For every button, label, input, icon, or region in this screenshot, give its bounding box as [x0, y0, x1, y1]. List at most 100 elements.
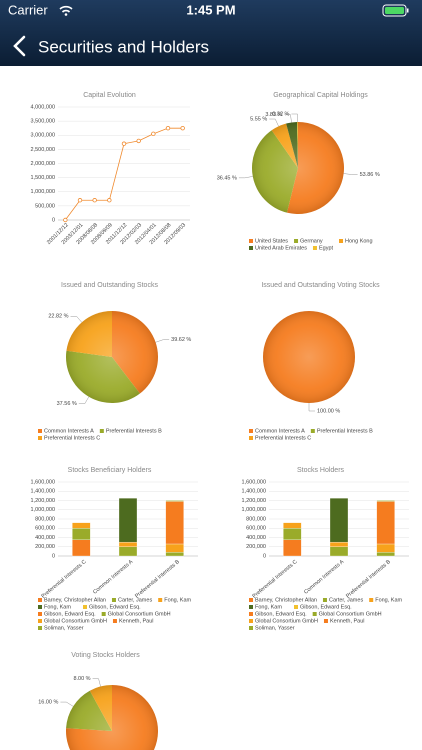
legend-swatch — [249, 598, 253, 602]
pie-shading — [263, 311, 355, 403]
leader-line — [155, 339, 170, 343]
legend-label: Preferential Interests B — [317, 428, 373, 434]
legend-swatch — [38, 436, 42, 440]
y-tick-label: 1,500,000 — [31, 175, 55, 181]
leader-line — [78, 396, 90, 404]
y-tick-label: 1,400,000 — [242, 489, 266, 495]
legend-swatch — [38, 605, 42, 609]
legend-label: Hong Kong — [345, 238, 373, 244]
y-tick-label: 4,000,000 — [31, 104, 55, 110]
legend-swatch — [249, 612, 253, 616]
data-label: 37.56 % — [57, 401, 77, 407]
bar-segment — [376, 552, 395, 557]
y-tick-label: 3,000,000 — [31, 133, 55, 139]
legend-label: Common Interests A — [44, 428, 94, 434]
bar-segment — [329, 546, 349, 557]
legend-label: Soliman, Yasser — [255, 625, 295, 631]
legend-swatch — [38, 598, 42, 602]
x-tick-label: Common Interests A — [92, 559, 134, 596]
bar-segment — [118, 546, 138, 557]
legend-label: Kenneth, Paul — [330, 618, 365, 624]
y-tick-label: 3,500,000 — [31, 119, 55, 125]
legend-swatch — [249, 239, 253, 243]
chart-title: Geographical Capital Holdings — [273, 92, 368, 99]
legend-swatch — [249, 429, 253, 433]
bar-segment — [376, 543, 395, 553]
point — [107, 198, 112, 203]
bar-segment — [72, 522, 91, 529]
legend-label: Global Consortium GmbH — [108, 611, 171, 617]
bar-segment — [376, 501, 395, 545]
legend-label: Preferential Interests C — [255, 435, 311, 441]
battery — [382, 4, 407, 17]
data-label: 36.45 % — [217, 175, 237, 181]
legend-label: Barney, Christopher Allan — [255, 597, 317, 603]
legend-label: Fong, Kam — [255, 604, 282, 610]
x-tick-label: Common Interests A — [303, 559, 345, 596]
header-bg — [0, 0, 422, 66]
leader-line — [284, 114, 292, 123]
back-button[interactable] — [13, 35, 26, 57]
legend-label: Carter, James — [118, 597, 152, 603]
bar-segment — [165, 552, 184, 557]
legend-label: Gibson, Edward Esq. — [89, 604, 141, 610]
y-tick-label: 500,000 — [35, 203, 55, 209]
data-label: 16.00 % — [38, 700, 58, 706]
leader-line — [291, 113, 298, 123]
point — [165, 125, 171, 131]
y-tick-label: 1,600,000 — [31, 479, 55, 485]
y-tick-label: 0 — [263, 553, 266, 559]
point — [92, 198, 97, 203]
legend-label: Common Interests A — [255, 428, 305, 434]
bar-segment — [165, 543, 184, 553]
legend-label: Global Consortium GmbH — [44, 618, 107, 624]
legend-swatch — [294, 605, 298, 609]
legend-swatch — [38, 612, 42, 616]
legend-label: Soliman, Yasser — [44, 625, 84, 631]
point — [180, 125, 185, 131]
data-label: 100.00 % — [317, 408, 340, 414]
y-tick-label: 1,000,000 — [242, 507, 266, 513]
x-tick-label: Preferential Interests C — [252, 559, 299, 600]
point — [77, 198, 83, 203]
y-tick-label: 400,000 — [35, 535, 55, 541]
y-tick-label: 1,400,000 — [31, 489, 55, 495]
bar-segment — [165, 500, 184, 502]
legend-swatch — [112, 619, 117, 623]
legend-swatch — [249, 436, 253, 440]
legend-label: United States — [255, 238, 288, 244]
wifi-dot — [64, 13, 68, 16]
data-label: 39.62 % — [171, 337, 191, 343]
chart-title: Voting Stocks Holders — [71, 652, 140, 659]
legend-label: Kenneth, Paul — [119, 618, 154, 624]
legend-label: Gibson, Edward Esq. — [44, 611, 96, 617]
y-tick-label: 600,000 — [246, 526, 266, 532]
bar-segment — [329, 498, 349, 543]
bar-segment — [118, 498, 138, 543]
legend-label: Gibson, Edward Esq. — [255, 611, 307, 617]
point — [151, 131, 156, 137]
legend-label: Preferential Interests C — [44, 435, 100, 441]
leader-line — [70, 316, 82, 323]
legend-swatch — [369, 598, 374, 602]
data-label: 53.86 % — [360, 172, 380, 178]
wifi-icon — [59, 5, 73, 13]
leader-line — [92, 678, 101, 687]
data-label: 5.55 % — [250, 116, 267, 122]
legend-swatch — [323, 619, 328, 623]
legend-swatch — [312, 246, 317, 250]
legend-label: Barney, Christopher Allan — [44, 597, 106, 603]
battery-level — [385, 7, 404, 14]
y-tick-label: 0 — [52, 553, 55, 559]
leader-line — [269, 118, 279, 127]
data-label: 0.32 % — [272, 111, 289, 117]
y-tick-label: 800,000 — [246, 516, 266, 522]
y-tick-label: 2,000,000 — [31, 161, 55, 167]
bar-segment — [165, 501, 184, 545]
x-tick-label: Preferential Interests B — [345, 559, 392, 600]
legend-swatch — [99, 429, 104, 433]
leader-line — [308, 403, 315, 412]
y-tick-label: 400,000 — [246, 535, 266, 541]
y-tick-label: 1,200,000 — [242, 498, 266, 504]
